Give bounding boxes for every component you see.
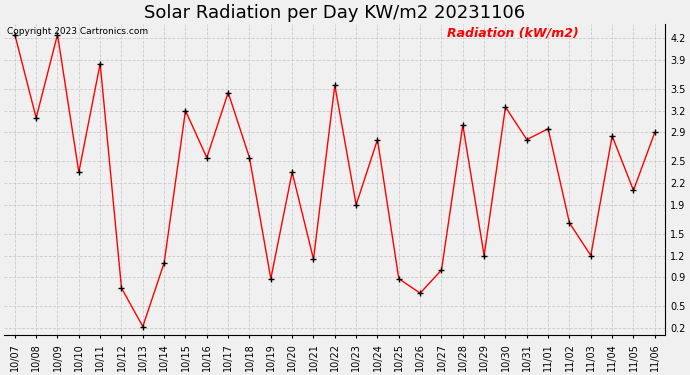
- Text: Copyright 2023 Cartronics.com: Copyright 2023 Cartronics.com: [8, 27, 148, 36]
- Text: Radiation (kW/m2): Radiation (kW/m2): [447, 27, 579, 40]
- Title: Solar Radiation per Day KW/m2 20231106: Solar Radiation per Day KW/m2 20231106: [144, 4, 525, 22]
